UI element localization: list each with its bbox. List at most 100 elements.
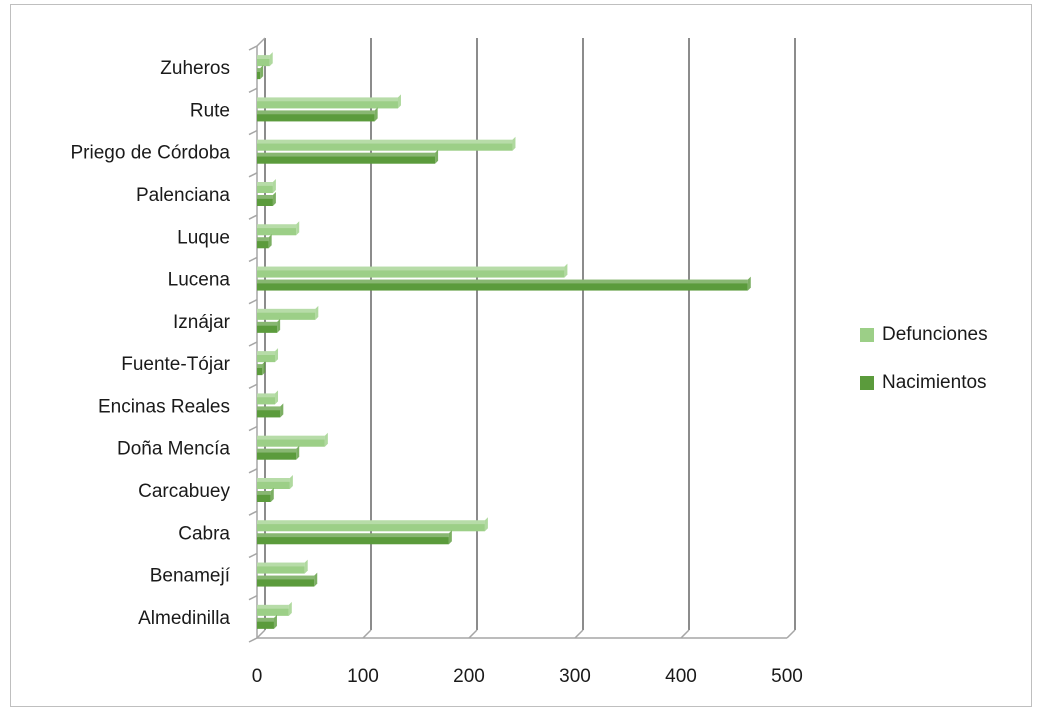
category-label: Zuheros [160, 58, 230, 79]
bar-highlight [257, 110, 375, 115]
bar-end [288, 601, 292, 616]
bar-end [289, 475, 293, 489]
category-tick [248, 595, 258, 601]
x-tick-label: 300 [559, 666, 591, 687]
legend-item-nacimientos: Nacimientos [860, 370, 1030, 396]
category-tick [248, 637, 258, 643]
category-label: Rute [190, 100, 230, 121]
x-tick-label: 200 [453, 666, 485, 687]
bar-defunciones [257, 94, 401, 109]
floor-line [574, 629, 584, 639]
bar-defunciones [257, 136, 516, 151]
bar-end [512, 136, 516, 151]
floor-line [468, 629, 478, 639]
legend-item-defunciones: Defunciones [860, 322, 1030, 348]
x-tick-label: 0 [252, 666, 263, 687]
bar-highlight [257, 224, 297, 229]
bar-end [747, 276, 751, 291]
legend-label-nacimientos: Nacimientos [882, 372, 987, 393]
bar-highlight [257, 393, 276, 398]
bar-nacimientos [257, 530, 452, 545]
bar-face [257, 139, 513, 151]
chart-frame [10, 4, 1032, 707]
bar-highlight [257, 448, 297, 453]
category-label: Priego de Córdoba [71, 143, 231, 164]
bar-nacimientos [257, 403, 284, 418]
axis-corner [256, 37, 266, 47]
bar-end [272, 179, 276, 193]
bar-defunciones [257, 517, 488, 532]
bar-nacimientos [257, 192, 276, 206]
x-tick-label: 100 [347, 666, 379, 687]
bar-end [448, 530, 452, 545]
bar-end [564, 263, 568, 278]
bar-nacimientos [257, 361, 266, 376]
bar-highlight [257, 575, 315, 580]
bar-face [257, 68, 261, 80]
legend-swatch-defunciones [860, 328, 874, 342]
bar-face [257, 266, 565, 278]
bar-nacimientos [257, 572, 318, 587]
category-tick [248, 129, 258, 136]
bar-end [272, 192, 276, 206]
bar-end [484, 517, 488, 532]
bar-defunciones [257, 52, 273, 67]
bar-end [268, 234, 272, 249]
floor-line [256, 629, 266, 639]
bars [257, 52, 751, 629]
category-tick [248, 510, 258, 516]
bar-nacimientos [257, 488, 274, 502]
bar-defunciones [257, 475, 293, 489]
category-label: Encinas Reales [98, 396, 230, 417]
category-tick [248, 87, 258, 93]
bar-face [257, 321, 278, 333]
bar-highlight [257, 321, 278, 326]
floor-line [362, 629, 372, 639]
bar-defunciones [257, 348, 279, 363]
bar-highlight [257, 491, 271, 495]
bar-face [257, 478, 290, 489]
gridlines [256, 38, 796, 639]
bar-end [269, 52, 273, 67]
bar-highlight [257, 533, 449, 538]
bar-highlight [257, 279, 748, 284]
bar-end [275, 348, 279, 363]
axes [248, 37, 787, 643]
bar-end [277, 318, 281, 333]
bar-highlight [257, 152, 436, 157]
bar-nacimientos [257, 318, 281, 333]
bar-face [257, 617, 274, 629]
bar-nacimientos [257, 234, 272, 249]
category-label: Benamejí [150, 566, 231, 587]
category-tick [248, 425, 258, 432]
bar-end [260, 65, 264, 80]
category-tick [248, 45, 258, 51]
category-label: Cabra [178, 523, 230, 544]
bar-nacimientos [257, 65, 264, 80]
category-label: Doña Mencía [117, 439, 230, 460]
bar-highlight [257, 139, 513, 144]
bar-face [257, 182, 273, 193]
bar-nacimientos [257, 614, 277, 629]
bar-highlight [257, 617, 274, 622]
bar-end [296, 221, 300, 236]
bar-defunciones [257, 601, 292, 616]
floor-line [786, 629, 796, 639]
category-tick [248, 172, 258, 178]
category-tick [248, 256, 258, 263]
bar-face [257, 97, 398, 109]
bar-defunciones [257, 305, 319, 320]
bar-face [257, 195, 273, 206]
category-tick [248, 214, 258, 220]
category-label: Lucena [168, 270, 231, 291]
bar-end [374, 107, 378, 122]
bar-face [257, 435, 325, 447]
category-label: Carcabuey [138, 481, 230, 502]
bar-face [257, 364, 263, 376]
x-tick-labels: 0 100 200 300 400 500 [252, 666, 803, 687]
bar-highlight [257, 97, 398, 102]
category-label: Iznájar [173, 312, 231, 333]
bar-end [280, 403, 284, 418]
bar-face [257, 152, 436, 164]
